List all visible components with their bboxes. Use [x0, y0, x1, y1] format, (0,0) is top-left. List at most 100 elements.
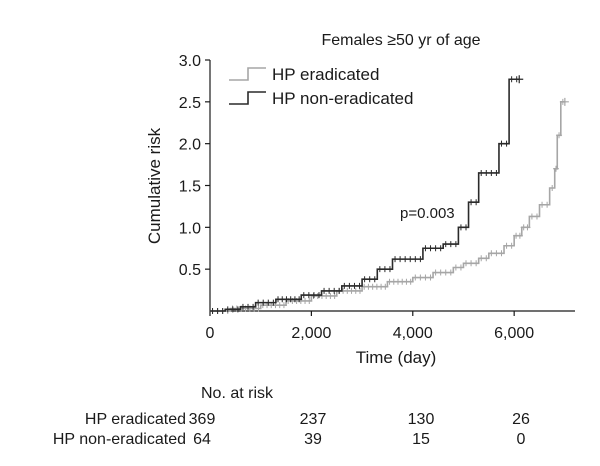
censor-mark — [473, 199, 480, 206]
y-tick-label: 0.5 — [179, 262, 201, 279]
censor-mark — [402, 256, 409, 263]
censor-mark — [397, 256, 404, 263]
censor-mark — [432, 245, 439, 252]
censor-mark — [539, 201, 546, 208]
censor-mark — [270, 299, 277, 306]
censor-mark — [296, 296, 303, 303]
y-tick-label: 1.5 — [179, 179, 201, 196]
x-tick-label: 2,000 — [291, 325, 331, 342]
y-tick-label: 1.0 — [179, 220, 201, 237]
censor-mark — [300, 292, 307, 299]
censor-mark — [250, 303, 257, 310]
x-ticks: 0 2,000 4,000 6,000 — [206, 311, 534, 342]
censor-mark — [463, 260, 470, 267]
censor-mark — [544, 201, 551, 208]
censor-mark — [556, 132, 563, 139]
censor-mark — [552, 165, 559, 172]
censor-mark — [457, 264, 464, 271]
y-tick-label: 2.5 — [179, 95, 201, 112]
censor-mark — [356, 287, 363, 294]
censor-mark — [382, 283, 389, 290]
censor-mark — [336, 287, 343, 294]
censor-mark — [245, 303, 252, 310]
censor-mark — [447, 241, 454, 248]
x-tick-label: 6,000 — [494, 325, 534, 342]
censor-mark — [478, 169, 485, 176]
censor-mark — [305, 292, 312, 299]
censor-mark — [412, 256, 419, 263]
censor-mark — [306, 297, 313, 304]
censor-mark — [417, 256, 424, 263]
risk-value: 15 — [412, 431, 430, 448]
censor-mark — [376, 266, 383, 273]
p-value-annotation: p=0.003 — [400, 205, 455, 222]
censor-mark — [407, 278, 414, 285]
censor-mark — [265, 299, 272, 306]
risk-value: 26 — [512, 411, 530, 428]
censor-mark — [468, 260, 475, 267]
risk-value: 369 — [189, 411, 216, 428]
censor-mark — [239, 303, 246, 310]
censor-mark — [280, 302, 287, 309]
censor-mark — [503, 140, 510, 147]
censor-mark — [432, 269, 439, 276]
censor-mark — [427, 245, 434, 252]
censor-mark — [516, 232, 523, 239]
censor-mark — [447, 269, 454, 276]
censor-mark — [498, 250, 505, 257]
series-layer — [209, 75, 569, 314]
censor-mark — [437, 245, 444, 252]
censor-mark — [392, 256, 399, 263]
censor-mark — [515, 75, 524, 84]
risk-value: 64 — [193, 431, 211, 448]
censor-mark — [417, 274, 424, 281]
censor-mark — [560, 97, 569, 106]
censor-mark — [427, 274, 434, 281]
censor-mark — [422, 245, 429, 252]
censor-mark — [437, 269, 444, 276]
censor-mark — [315, 292, 322, 299]
censor-mark — [356, 282, 363, 289]
censor-mark — [260, 299, 267, 306]
risk-value: 130 — [408, 411, 435, 428]
censor-mark — [508, 76, 515, 83]
censor-mark — [533, 213, 540, 220]
censor-mark — [386, 266, 393, 273]
censor-mark — [310, 292, 317, 299]
series-line-hp-eradicated — [210, 101, 565, 312]
censor-mark — [214, 308, 221, 314]
censor-mark — [412, 274, 419, 281]
censor-mark — [321, 287, 328, 294]
censor-mark — [488, 169, 495, 176]
risk-value: 237 — [300, 411, 327, 428]
censor-mark — [483, 169, 490, 176]
y-tick-label: 2.0 — [179, 137, 201, 154]
censor-mark — [478, 255, 485, 262]
censor-mark — [219, 308, 226, 314]
risk-table: HP eradicated 369 237 130 26 HP non-eradicate… — [53, 411, 530, 448]
censor-mark — [255, 299, 262, 306]
censor-mark — [422, 274, 429, 281]
censor-mark — [224, 306, 231, 313]
censor-mark — [493, 250, 500, 257]
censor-mark — [209, 308, 216, 314]
y-axis-title: Cumulative risk — [145, 127, 164, 244]
censor-marks-hp-non-eradicated — [209, 75, 524, 314]
legend-label-hp-non-eradicated: HP non-eradicated — [272, 89, 413, 108]
censor-mark — [524, 224, 531, 231]
censor-mark — [255, 305, 262, 312]
censor-mark — [457, 224, 464, 231]
censor-mark — [381, 266, 388, 273]
censor-mark — [508, 242, 515, 249]
legend-swatch-hp-non-eradicated — [229, 91, 266, 105]
y-tick-label: 3.0 — [179, 53, 201, 70]
censor-mark — [234, 306, 241, 313]
censor-mark — [331, 292, 338, 299]
censor-mark — [549, 185, 556, 192]
chart-title: Females ≥50 yr of age — [321, 32, 480, 49]
x-axis-title: Time (day) — [356, 348, 437, 367]
legend-label-hp-eradicated: HP eradicated — [272, 65, 379, 84]
legend: HP eradicated HP non-eradicated — [229, 65, 413, 108]
x-tick-label: 4,000 — [393, 325, 433, 342]
